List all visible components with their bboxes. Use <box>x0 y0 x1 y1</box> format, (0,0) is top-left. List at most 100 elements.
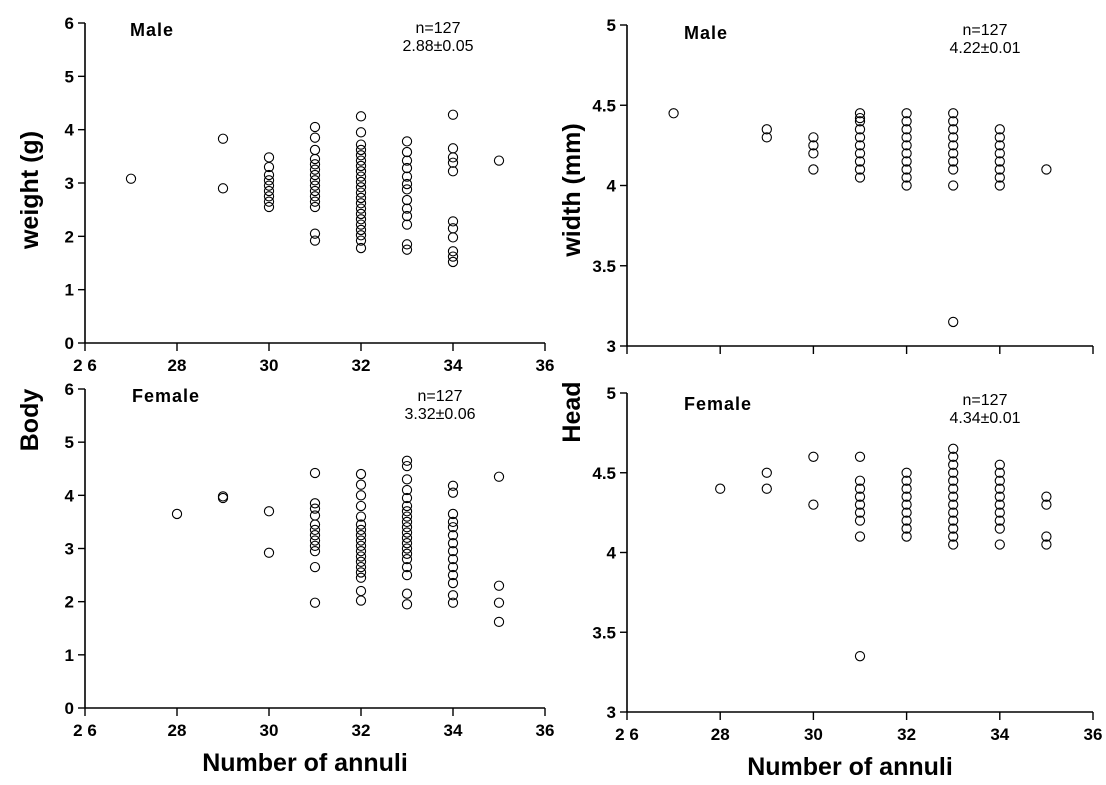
data-point <box>994 164 1005 175</box>
data-point <box>854 499 866 510</box>
data-point <box>447 480 459 491</box>
y-tick-label: 1 <box>65 646 74 665</box>
y-tick-label: 5 <box>65 433 74 452</box>
data-point <box>355 139 367 150</box>
data-point <box>309 228 321 239</box>
data-point <box>994 523 1005 534</box>
y-tick-label: 3 <box>607 337 616 356</box>
data-point <box>309 164 321 175</box>
data-point <box>854 140 866 151</box>
data-point <box>994 475 1005 486</box>
data-point <box>355 230 367 241</box>
data-point <box>668 108 679 119</box>
x-tick-label: 34 <box>990 725 1009 744</box>
y-tick-label: 3.5 <box>592 257 616 276</box>
data-point <box>447 516 459 528</box>
data-point <box>309 144 321 156</box>
data-point <box>355 585 367 597</box>
data-point <box>854 112 866 124</box>
data-point <box>401 553 413 565</box>
data-point <box>854 515 866 526</box>
data-point <box>715 483 726 494</box>
data-point <box>355 176 367 188</box>
data-point <box>309 191 321 202</box>
data-point <box>401 527 413 538</box>
data-point <box>854 483 866 494</box>
data-point <box>401 561 413 573</box>
data-point <box>447 143 459 154</box>
data-point <box>493 616 505 628</box>
data-point <box>447 569 459 581</box>
data-point <box>901 116 912 127</box>
data-point <box>901 156 912 167</box>
data-point <box>309 467 321 479</box>
stat-annotation: 3.32±0.06 <box>404 406 475 423</box>
data-point <box>854 124 866 135</box>
data-point <box>309 132 321 143</box>
y-tick-label: 1 <box>65 281 74 300</box>
data-point <box>854 148 866 159</box>
data-point <box>401 155 413 166</box>
stat-annotation: 4.22±0.01 <box>949 40 1020 57</box>
data-point <box>901 499 912 510</box>
data-point <box>401 184 413 195</box>
data-point <box>994 132 1005 143</box>
data-point <box>901 507 912 518</box>
data-point <box>854 156 866 167</box>
data-point <box>401 569 413 581</box>
data-point <box>401 239 413 250</box>
data-point <box>309 196 321 207</box>
data-point <box>808 148 819 159</box>
data-point <box>447 251 459 262</box>
data-point <box>493 580 505 591</box>
data-point <box>355 171 367 182</box>
x-tick-label: 2 6 <box>73 721 97 740</box>
data-point <box>355 198 367 209</box>
data-point <box>948 156 959 167</box>
stat-annotation: 4.34±0.01 <box>949 410 1020 427</box>
y-tick-label: 4.5 <box>592 464 616 483</box>
data-point <box>447 530 459 541</box>
x-tick-label: 36 <box>536 356 555 375</box>
data-point <box>401 543 413 554</box>
data-point <box>901 467 912 478</box>
x-tick-label: 28 <box>168 721 187 740</box>
data-point <box>901 132 912 143</box>
data-point <box>948 140 959 151</box>
data-point <box>401 460 413 472</box>
data-point <box>355 182 367 193</box>
data-point <box>355 556 367 567</box>
data-point <box>401 484 413 496</box>
data-point <box>263 191 275 202</box>
data-point <box>171 508 183 520</box>
data-point <box>355 219 367 230</box>
x-tick-label: 28 <box>711 725 730 744</box>
data-point <box>355 572 367 583</box>
data-point <box>948 531 959 542</box>
x-tick-label: 30 <box>260 356 279 375</box>
data-point <box>447 109 459 120</box>
y-tick-label: 0 <box>65 334 74 353</box>
y-tick-label: 6 <box>65 380 74 399</box>
y-tick-label: 5 <box>607 16 616 35</box>
data-point <box>994 499 1005 510</box>
group-label: Male <box>684 23 728 43</box>
data-point <box>217 133 229 144</box>
data-point <box>355 479 367 490</box>
data-point <box>355 192 367 204</box>
data-point <box>808 451 819 462</box>
data-point <box>309 540 321 551</box>
data-point <box>854 172 866 183</box>
data-point <box>493 471 505 482</box>
data-point <box>355 127 367 138</box>
data-point <box>355 155 367 166</box>
data-point <box>401 136 413 147</box>
data-point <box>355 214 367 225</box>
y-tick-label: 4 <box>65 486 75 505</box>
data-point <box>401 171 413 182</box>
data-point <box>447 561 459 573</box>
data-point <box>761 132 772 143</box>
group-label: Male <box>130 20 174 40</box>
